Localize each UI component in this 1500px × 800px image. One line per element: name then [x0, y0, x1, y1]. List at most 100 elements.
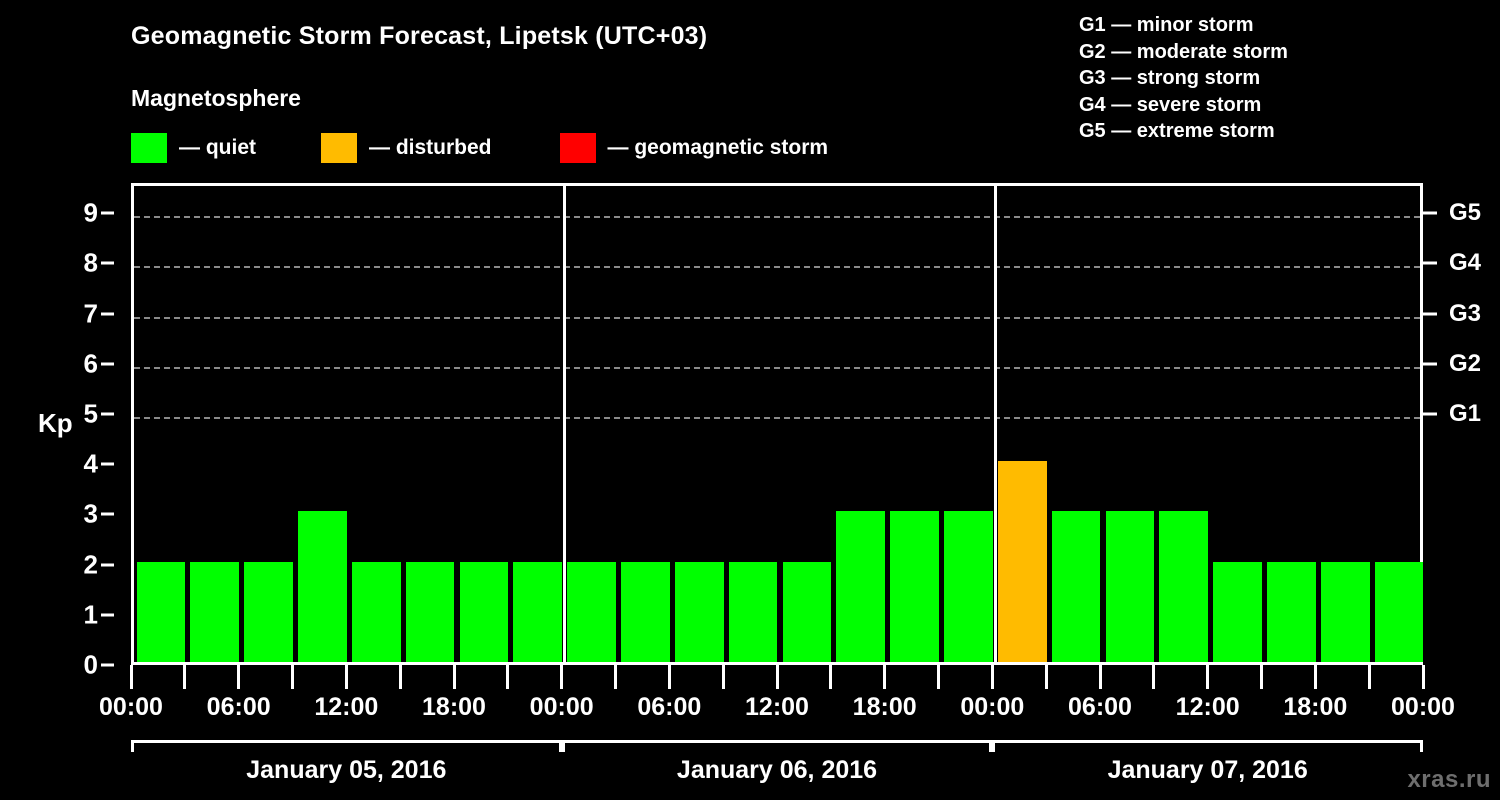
magnetosphere-section-label: Magnetosphere: [131, 85, 301, 111]
kp-bar[interactable]: [244, 561, 293, 662]
bars-layer: [134, 186, 1424, 662]
y-tick-mark-7: [101, 312, 114, 316]
kp-bar[interactable]: [1159, 511, 1209, 662]
x-tick-mark: [344, 665, 348, 689]
y-tick-label-6: 6: [83, 348, 98, 379]
g-tick-label-g5: G5: [1449, 199, 1482, 227]
kp-bar[interactable]: [513, 561, 563, 662]
x-tick-mark: [829, 665, 833, 689]
y-tick-mark-1: [101, 613, 114, 617]
x-tick-mark: [506, 665, 510, 689]
g-scale-axis: G1 G2 G3 G4 G5: [1423, 183, 1500, 665]
x-tick-label: 18:00: [852, 693, 917, 721]
kp-bar[interactable]: [836, 511, 886, 662]
x-axis: 00:00 06:00 12:00 18:00 00:00 06:00 12:00 18:00…: [99, 665, 1455, 725]
x-tick-mark: [1260, 665, 1263, 689]
x-tick-label: 18:00: [422, 693, 486, 721]
kp-bar[interactable]: [298, 511, 347, 662]
x-tick-mark: [1098, 665, 1102, 689]
y-tick-mark-4: [101, 462, 114, 466]
x-tick-label: 06:00: [206, 693, 271, 721]
x-tick-mark: [1044, 665, 1048, 689]
x-tick-label: 06:00: [637, 693, 702, 721]
date-bracket: [992, 740, 1423, 752]
g-tick-mark-g3: [1423, 312, 1437, 316]
gscale-row-g3: G3 — strong storm: [1079, 67, 1261, 89]
kp-bar[interactable]: [674, 561, 724, 662]
g-tick-mark-g5: [1423, 211, 1437, 215]
kp-bar[interactable]: [944, 511, 993, 662]
x-tick-mark: [1313, 665, 1317, 689]
x-tick-mark: [775, 665, 779, 689]
y-tick-mark-5: [101, 412, 114, 416]
g-tick-label-g1: G1: [1449, 399, 1482, 427]
g-tick-mark-g1: [1423, 412, 1437, 416]
plot-inner: [134, 186, 1424, 662]
kp-bar[interactable]: [459, 561, 509, 662]
x-tick-mark: [291, 665, 294, 689]
gridline-kp-7: [134, 316, 1420, 319]
kp-bar[interactable]: [136, 561, 186, 662]
x-tick-mark: [1367, 665, 1371, 689]
kp-bar[interactable]: [1105, 511, 1155, 662]
day-divider: [993, 186, 997, 662]
kp-bar[interactable]: [621, 561, 670, 662]
y-tick-label-8: 8: [83, 247, 98, 278]
kp-bar[interactable]: [1374, 561, 1424, 662]
x-tick-mark: [398, 665, 402, 689]
kp-bar[interactable]: [1051, 511, 1101, 662]
x-tick-label: 12:00: [314, 693, 379, 721]
g-tick-mark-g2: [1423, 362, 1437, 366]
kp-bar[interactable]: [782, 561, 832, 662]
g-tick-label-g3: G3: [1449, 299, 1482, 327]
x-tick-mark: [183, 665, 187, 689]
x-tick-mark: [721, 665, 725, 689]
x-tick-label: 12:00: [1175, 693, 1240, 721]
kp-bar[interactable]: [1213, 561, 1262, 662]
x-tick-mark: [1206, 665, 1210, 689]
gridline-kp-8: [134, 266, 1420, 269]
x-tick-mark: [452, 665, 456, 689]
x-tick-mark: [560, 665, 564, 689]
kp-bar[interactable]: [567, 561, 616, 662]
kp-bar[interactable]: [1320, 561, 1370, 662]
x-tick-label: 12:00: [745, 693, 809, 721]
x-tick-mark: [1421, 665, 1425, 689]
y-tick-label-1: 1: [83, 599, 98, 630]
magnetosphere-legend: — quiet — disturbed — geomagnetic storm: [131, 133, 828, 163]
x-tick-mark: [937, 665, 940, 689]
date-bracket: [131, 740, 562, 752]
x-tick-label: 00:00: [529, 693, 594, 721]
kp-bar[interactable]: [728, 561, 778, 662]
gscale-row-g2: G2 — moderate storm: [1079, 40, 1288, 63]
x-tick-label: 00:00: [99, 693, 163, 721]
quiet-swatch: [131, 133, 167, 163]
disturbed-swatch: [321, 133, 357, 163]
x-tick-mark: [614, 665, 617, 689]
y-tick-label-2: 2: [83, 549, 98, 580]
y-tick-label-9: 9: [83, 197, 98, 228]
date-label: January 07, 2016: [1107, 756, 1308, 784]
x-tick-mark: [1152, 665, 1156, 689]
g-tick-label-g4: G4: [1449, 249, 1482, 277]
y-tick-mark-2: [101, 563, 114, 567]
kp-bar[interactable]: [890, 511, 939, 662]
date-bracket: [561, 740, 993, 752]
x-tick-mark: [237, 665, 241, 689]
x-tick-label: 00:00: [1391, 693, 1455, 721]
kp-bar[interactable]: [405, 561, 455, 662]
x-tick-mark: [129, 665, 133, 689]
kp-bar[interactable]: [997, 461, 1047, 662]
y-tick-mark-8: [101, 261, 114, 265]
kp-bar[interactable]: [1267, 561, 1316, 662]
y-tick-mark-0: [101, 663, 114, 667]
kp-bar[interactable]: [351, 561, 401, 662]
y-tick-label-3: 3: [83, 498, 98, 529]
gridline-kp-6: [134, 366, 1420, 369]
date-axis: January 05, 2016 January 06, 2016 January …: [131, 740, 1423, 800]
day-divider: [563, 186, 567, 662]
plot-area: [131, 183, 1424, 665]
legend-item-disturbed: — disturbed: [321, 133, 492, 163]
gscale-row-g4: G4 — severe storm: [1079, 93, 1262, 116]
kp-bar[interactable]: [190, 561, 240, 662]
